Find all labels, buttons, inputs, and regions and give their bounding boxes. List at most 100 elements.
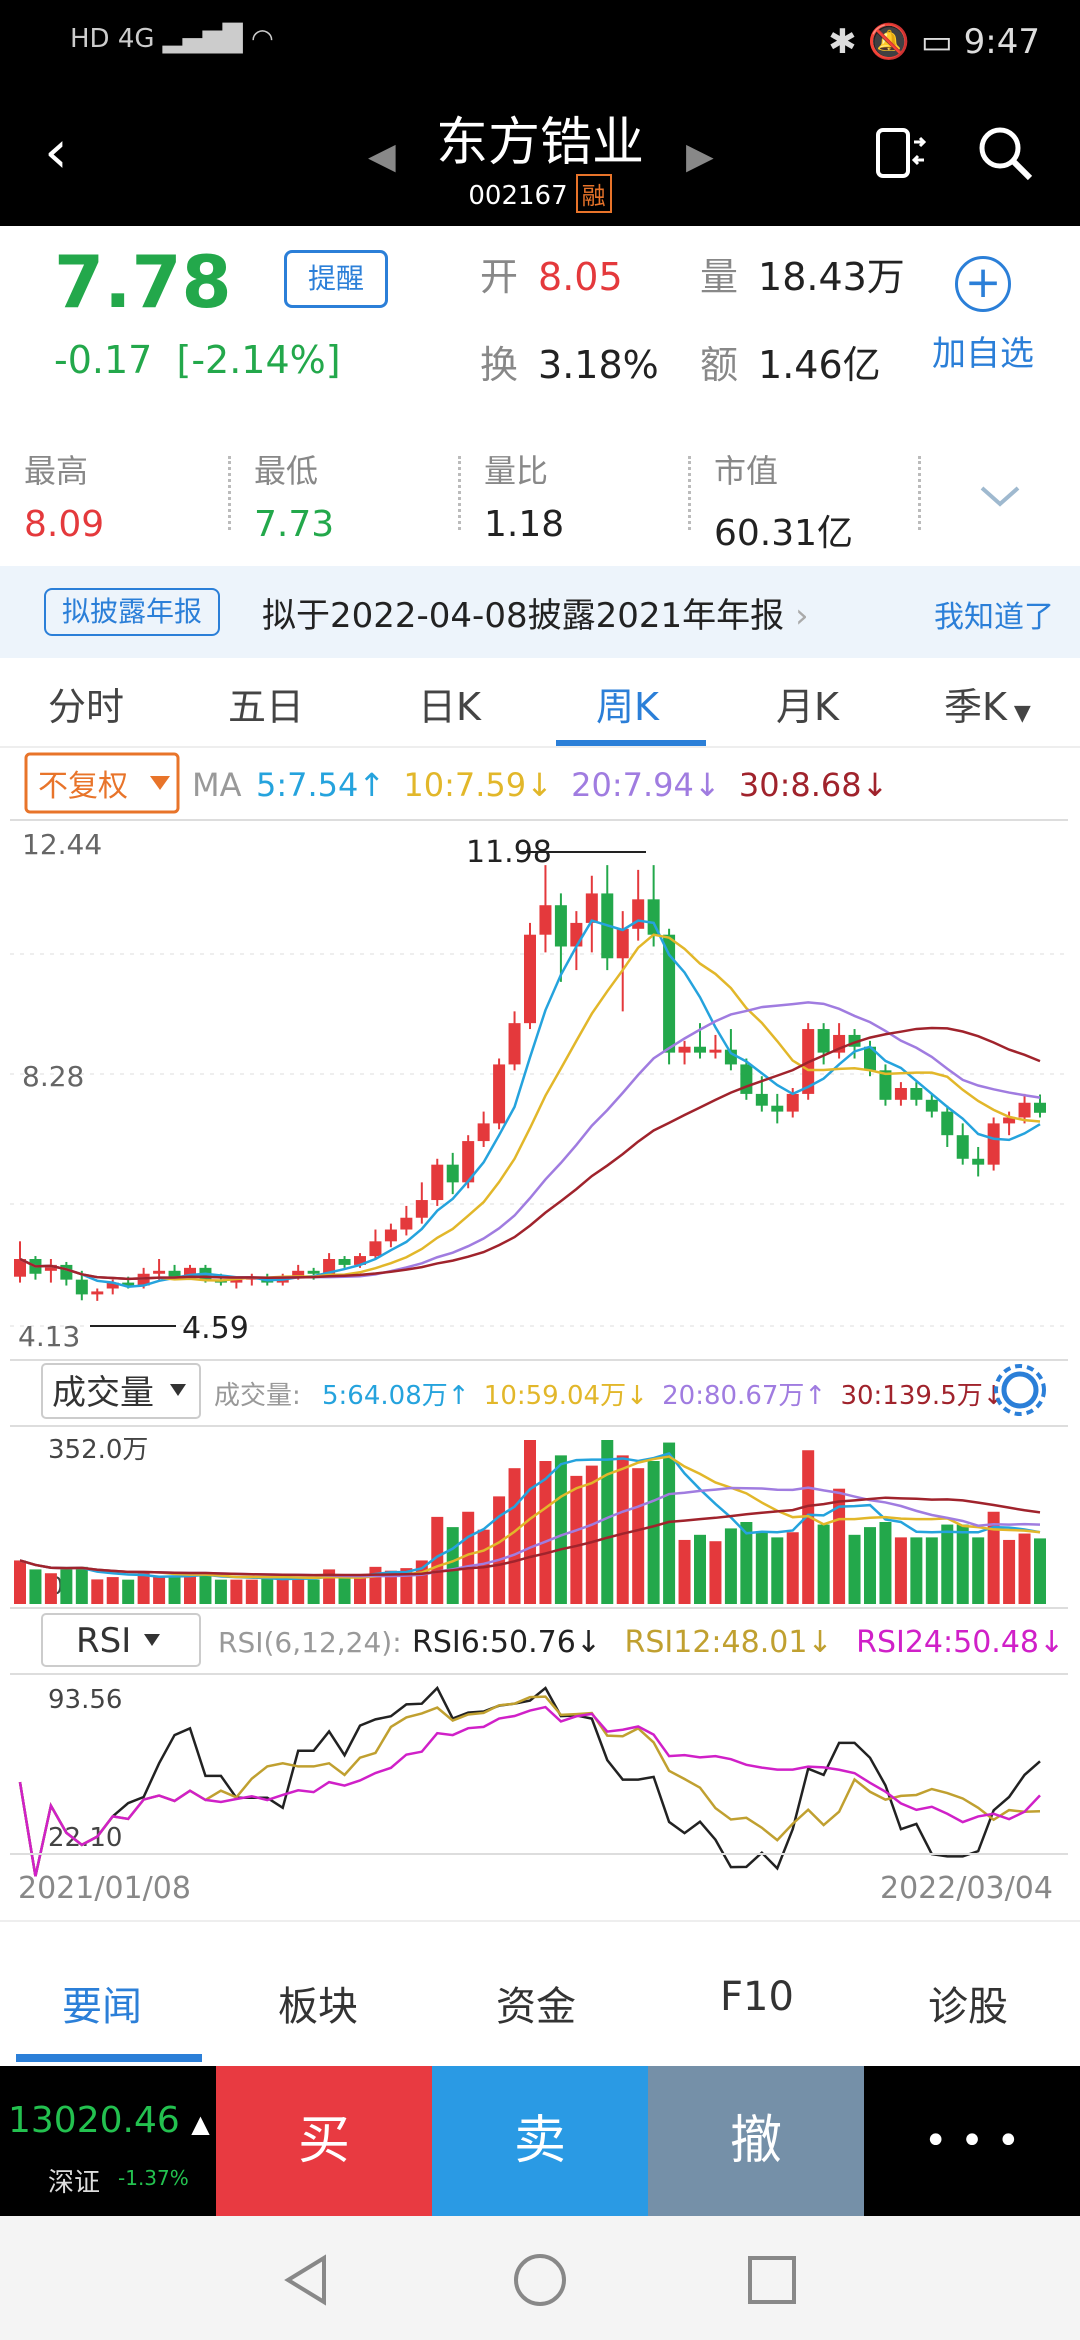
volume-bar (956, 1524, 969, 1604)
volume-bar (925, 1537, 938, 1604)
settings-icon[interactable] (994, 1364, 1046, 1416)
candle (539, 865, 552, 953)
prev-stock-icon[interactable]: ◀ (368, 136, 396, 177)
index-ticker[interactable]: 13020.46 ▲ 深证 -1.37% (0, 2066, 216, 2216)
tab-news[interactable]: 要闻 (62, 1984, 142, 2030)
candle (44, 1259, 57, 1283)
candle (60, 1261, 73, 1286)
tab-fund[interactable]: 资金 (496, 1984, 576, 2030)
dropdown-icon (170, 1384, 186, 1396)
volume-bar (833, 1488, 846, 1604)
volume-bar (91, 1579, 104, 1604)
buy-button[interactable]: 买 (216, 2066, 432, 2216)
kline-svg[interactable]: 不复权 MA 5:7.54↑ 10:7.59↓ 20:7.94↓ 30:8.68… (0, 748, 1080, 1918)
volume-bar (384, 1570, 397, 1604)
turnover-rate: 换 3.18% (480, 343, 659, 387)
volume-bar (601, 1440, 614, 1604)
notice-text[interactable]: 拟于2022-04-08披露2021年年报 › (262, 596, 809, 636)
dropdown-icon (144, 1634, 160, 1646)
remind-button[interactable]: 提醒 (284, 250, 388, 308)
kline-chart-area: 不复权 MA 5:7.54↑ 10:7.59↓ 20:7.94↓ 30:8.68… (0, 748, 1080, 1918)
margin-badge: 融 (575, 174, 612, 213)
next-stock-icon[interactable]: ▶ (686, 136, 714, 177)
tab-diagnosis[interactable]: 诊股 (928, 1984, 1008, 2030)
candle (941, 1105, 954, 1147)
candle (75, 1270, 88, 1301)
candle (663, 928, 676, 1065)
volume-bar (910, 1537, 923, 1604)
volume: 量 18.43万 (700, 255, 905, 299)
candle (616, 911, 629, 1012)
tab-five-day[interactable]: 五日 (228, 685, 305, 729)
candle (554, 893, 567, 982)
volume-title: 成交量: (214, 1381, 301, 1411)
volume-bar (354, 1575, 366, 1604)
tab-monthly-k[interactable]: 月K (776, 685, 839, 729)
volume-bar (724, 1528, 737, 1604)
volume-bar (632, 1468, 645, 1604)
volume-bar (539, 1461, 552, 1604)
volume-bar (663, 1442, 676, 1604)
volume-bar (894, 1537, 907, 1604)
volume-bar (972, 1537, 985, 1604)
ma10-legend: 10:7.59↓ (403, 766, 553, 804)
ma30-legend: 30:8.68↓ (739, 766, 889, 804)
chevron-down-icon[interactable] (978, 482, 1022, 512)
tab-quarterly-k[interactable]: 季K ▼ (944, 685, 1031, 729)
ma20-legend: 20:7.94↓ (571, 766, 721, 804)
volume-ma-line (19, 1451, 1041, 1581)
annual-report-notice: 拟披露年报 拟于2022-04-08披露2021年年报 › 我知道了 (0, 566, 1080, 658)
candle (384, 1223, 397, 1248)
volume-bar (987, 1511, 1000, 1604)
volume-bar (60, 1569, 73, 1604)
volume-bar (75, 1566, 88, 1604)
volume-bar (214, 1579, 227, 1604)
mute-icon: 🔕 (867, 22, 910, 62)
tab-sector[interactable]: 板块 (278, 1984, 358, 2030)
rsi-dropdown[interactable] (41, 1613, 201, 1667)
volume-bar (307, 1579, 320, 1604)
tab-daily-k[interactable]: 日K (418, 685, 481, 729)
tab-weekly-k[interactable]: 周K (596, 685, 659, 729)
divider (688, 456, 691, 530)
adjust-label: 不复权 (38, 769, 128, 804)
volume-dropdown[interactable] (41, 1363, 201, 1419)
volume-bar (153, 1575, 166, 1604)
dismiss-notice-button[interactable]: 我知道了 (934, 600, 1054, 635)
back-icon[interactable]: ‹ (44, 117, 68, 187)
candle (91, 1288, 104, 1301)
volume-bar (106, 1577, 119, 1604)
volume-bar (1018, 1533, 1031, 1604)
add-favorite-button[interactable]: + 加自选 (932, 256, 1034, 374)
nav-home-icon[interactable] (512, 2252, 568, 2308)
nav-recents-icon[interactable] (744, 2252, 800, 2308)
tab-f10[interactable]: F10 (720, 1974, 794, 2020)
cancel-order-button[interactable]: 撤 (648, 2066, 864, 2216)
candle (647, 865, 660, 947)
status-bar: HD 4G ▂▄▆█ ◠ ✱ 🔕 ▭ 9:47 (0, 0, 1080, 90)
adjust-dropdown[interactable] (24, 752, 180, 814)
up-arrow-icon: ▲ (191, 2110, 210, 2138)
nav-back-icon[interactable] (280, 2252, 336, 2308)
rsi-lines-group (18, 1685, 1041, 1877)
switch-view-icon[interactable] (870, 124, 930, 184)
signal-indicators: HD 4G ▂▄▆█ ◠ (70, 24, 274, 54)
tab-intraday[interactable]: 分时 (48, 685, 125, 729)
more-button[interactable]: • • • (864, 2066, 1080, 2216)
volume-bar (740, 1522, 753, 1604)
volume-bar (864, 1527, 876, 1604)
rsi-title: RSI(6,12,24): (218, 1626, 402, 1659)
stat-high: 最高 8.09 (24, 452, 105, 545)
volume-bar (493, 1496, 506, 1604)
bluetooth-icon: ✱ (828, 22, 857, 62)
sell-button[interactable]: 卖 (432, 2066, 648, 2216)
volume-bar (276, 1578, 289, 1604)
volume-bar (168, 1577, 181, 1604)
search-icon[interactable] (976, 124, 1036, 184)
volume-bar (524, 1440, 536, 1604)
rsi-dropdown-label: RSI (76, 1621, 131, 1661)
ma-line (19, 1001, 1041, 1281)
candle (910, 1082, 923, 1106)
candle (678, 1040, 691, 1065)
candle (987, 1117, 1000, 1171)
